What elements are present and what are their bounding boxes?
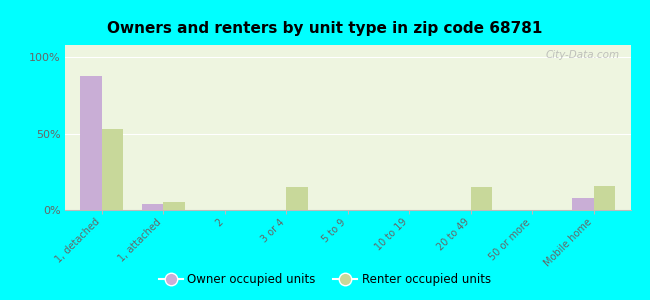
Bar <box>102 129 124 210</box>
Bar <box>471 187 492 210</box>
Text: Owners and renters by unit type in zip code 68781: Owners and renters by unit type in zip c… <box>107 21 543 36</box>
Legend: Owner occupied units, Renter occupied units: Owner occupied units, Renter occupied un… <box>154 269 496 291</box>
Text: City-Data.com: City-Data.com <box>545 50 619 60</box>
Bar <box>81 76 102 210</box>
Bar <box>572 198 593 210</box>
Bar <box>286 187 308 210</box>
Bar <box>593 186 615 210</box>
Bar <box>163 202 185 210</box>
Bar <box>142 204 163 210</box>
